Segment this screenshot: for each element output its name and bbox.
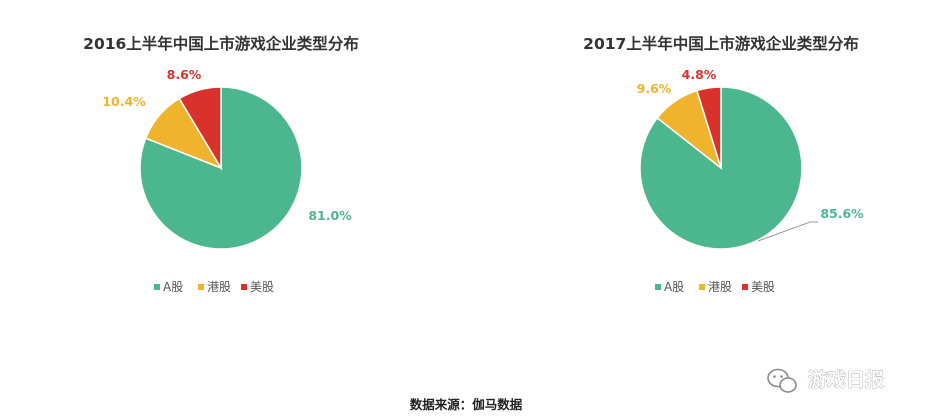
legend-item-us-share: 美股 bbox=[742, 280, 775, 294]
legend-label-us-share: 美股 bbox=[250, 280, 274, 294]
leader-line-a-share bbox=[757, 221, 818, 242]
chart-title-2017: 2017上半年中国上市游戏企业类型分布 bbox=[583, 34, 859, 53]
watermark: 游戏日报 bbox=[767, 368, 884, 393]
pie-label-a-share: 85.6% bbox=[820, 206, 864, 221]
pie-label-hk-share: 9.6% bbox=[637, 81, 672, 96]
legend-item-a-share: A股 bbox=[655, 280, 684, 294]
legend-item-us-share: 美股 bbox=[241, 280, 274, 294]
legend-item-hk-share: 港股 bbox=[198, 280, 231, 294]
pie-label-us-share: 8.6% bbox=[167, 67, 202, 82]
legend-item-hk-share: 港股 bbox=[699, 280, 732, 294]
legend-label-us-share: 美股 bbox=[751, 280, 775, 294]
legend-2017: A股 港股 美股 bbox=[655, 280, 775, 294]
legend-swatch-us-share bbox=[742, 284, 748, 290]
chart-title-2016: 2016上半年中国上市游戏企业类型分布 bbox=[83, 34, 359, 53]
data-source: 数据来源：伽马数据 bbox=[409, 397, 523, 412]
wechat-icon bbox=[767, 368, 797, 393]
pie-chart-2016: 2016上半年中国上市游戏企业类型分布 81.0% 10.4% 8.6% A股 港股 美… bbox=[83, 34, 359, 294]
legend-swatch-a-share bbox=[655, 284, 661, 290]
pie-chart-2017: 2017上半年中国上市游戏企业类型分布 85.6% 9.6% 4.8% A股 港股 美股 bbox=[583, 34, 864, 294]
pie-slices-2016 bbox=[139, 86, 303, 250]
legend-label-a-share: A股 bbox=[664, 280, 684, 294]
legend-label-hk-share: 港股 bbox=[207, 280, 231, 294]
legend-2016: A股 港股 美股 bbox=[154, 280, 274, 294]
legend-swatch-hk-share bbox=[198, 284, 204, 290]
pie-label-a-share: 81.0% bbox=[308, 208, 352, 223]
legend-swatch-a-share bbox=[154, 284, 160, 290]
legend-swatch-hk-share bbox=[699, 284, 705, 290]
pie-slice-us-share bbox=[696, 86, 722, 169]
pie-label-us-share: 4.8% bbox=[682, 67, 717, 82]
legend-item-a-share: A股 bbox=[154, 280, 183, 294]
pie-labels-2016: 81.0% 10.4% 8.6% bbox=[102, 67, 352, 223]
legend-label-hk-share: 港股 bbox=[708, 280, 732, 294]
legend-label-a-share: A股 bbox=[163, 280, 183, 294]
pie-slices-2017 bbox=[639, 86, 803, 250]
legend-swatch-us-share bbox=[241, 284, 247, 290]
pie-labels-2017: 85.6% 9.6% 4.8% bbox=[637, 67, 864, 242]
pie-slice-us-share bbox=[178, 86, 222, 171]
pie-label-hk-share: 10.4% bbox=[102, 94, 146, 109]
watermark-text: 游戏日报 bbox=[808, 368, 884, 391]
